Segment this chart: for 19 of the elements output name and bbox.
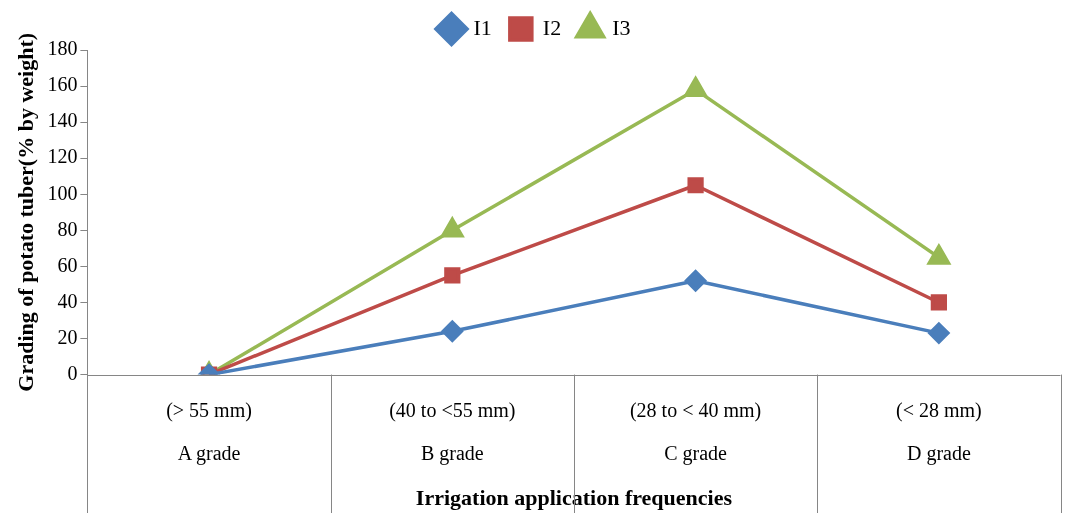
y-tick-label: 60	[57, 253, 78, 276]
y-tick-label: 80	[57, 217, 78, 240]
legend-label: I3	[612, 14, 631, 40]
x-tick-label: (> 55 mm) A grade	[166, 399, 252, 466]
x-tick-label: (28 to < 40 mm) C grade	[629, 399, 762, 466]
legend-label: I2	[542, 14, 562, 40]
y-axis-title: Grading of potato tuber(% by weight)	[12, 32, 38, 392]
y-tick-label: 160	[47, 73, 78, 96]
y-tick-label: 100	[47, 181, 78, 204]
y-tick-label: 20	[57, 325, 78, 348]
x-axis-title: Irrigation application frequencies	[415, 485, 733, 511]
y-tick-label: 0	[67, 361, 78, 384]
y-tick-label: 180	[47, 37, 78, 60]
y-tick-label: 40	[57, 289, 78, 312]
x-tick-label: (40 to <55 mm) B grade	[389, 399, 516, 466]
y-tick-label: 120	[47, 145, 78, 168]
x-tick-label: (< 28 mm) D grade	[896, 399, 982, 466]
legend-label: I1	[473, 14, 492, 40]
y-tick-label: 140	[47, 109, 78, 132]
